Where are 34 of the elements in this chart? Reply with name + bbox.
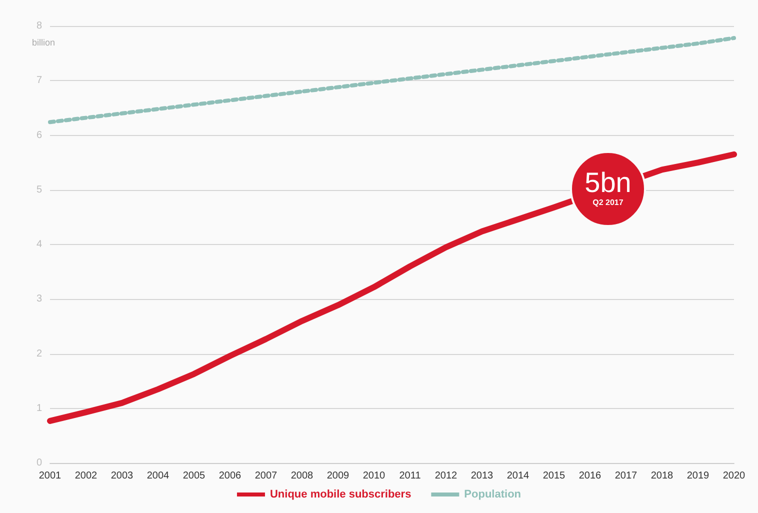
x-tick-label: 2007 (254, 470, 278, 482)
x-tick-label: 2014 (506, 470, 530, 482)
x-tick-label: 2008 (290, 470, 314, 482)
y-tick-label: 4 (36, 239, 42, 250)
y-axis-title: billion (32, 38, 56, 48)
annotation: Q2 2017 (592, 197, 624, 208)
y-tick-label: 7 (36, 75, 42, 86)
x-tick-label: 2013 (470, 470, 494, 482)
y-tick-label: 2 (36, 348, 42, 360)
y-tick-label: 3 (36, 294, 42, 305)
x-tick-label: 2012 (434, 470, 458, 482)
x-tick-label: 2018 (650, 470, 674, 482)
x-tick-label: 2002 (74, 470, 98, 482)
x-tick-label: 2009 (326, 470, 350, 482)
x-tick-label: 2015 (542, 470, 566, 482)
y-tick-label: 8 (36, 20, 42, 32)
x-tick-label: 2011 (399, 470, 422, 482)
legend-label: Unique mobile subscribers (270, 488, 412, 500)
x-tick-label: 2003 (110, 470, 134, 482)
y-tick-label: 1 (36, 402, 42, 414)
x-tick-label: 2010 (362, 470, 386, 482)
legend-label: Population (464, 488, 522, 500)
annotation: 5bn (584, 167, 632, 198)
x-tick-label: 2019 (686, 470, 710, 482)
x-tick-label: 2005 (182, 470, 206, 482)
y-tick-label: 6 (36, 130, 42, 141)
x-tick-label: 2006 (218, 470, 242, 482)
x-tick-label: 2020 (722, 470, 746, 482)
x-tick-label: 2016 (578, 470, 602, 482)
x-tick-label: 2004 (146, 470, 170, 482)
x-tick-label: 2017 (614, 470, 638, 482)
x-tick-label: 2001 (38, 470, 62, 482)
y-tick-label: 0 (36, 458, 42, 468)
y-tick-label: 5 (36, 184, 42, 196)
